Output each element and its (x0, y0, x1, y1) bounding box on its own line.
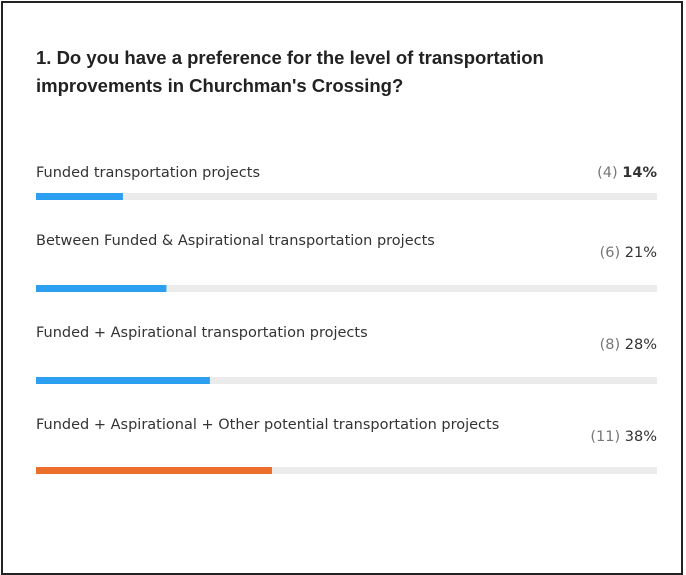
result-label: (8) 28% (600, 337, 657, 353)
option-label: Funded + Aspirational transportation pro… (36, 325, 368, 341)
bar-track (36, 193, 657, 200)
bar (36, 377, 210, 384)
percent-label: 21% (625, 245, 657, 261)
option-label: Between Funded & Aspirational transporta… (36, 233, 435, 249)
percent-label: 28% (625, 337, 657, 353)
question-title: 1. Do you have a preference for the leve… (36, 47, 544, 96)
bar (36, 285, 167, 292)
result-label: (11) 38% (590, 429, 657, 445)
bar (36, 467, 272, 474)
count-label: (4) (597, 165, 618, 181)
bar-track (36, 377, 657, 384)
percent-label: 14% (622, 165, 657, 181)
result-label: (4) 14% (597, 165, 657, 181)
count-label: (8) (600, 337, 621, 353)
percent-label: 38% (625, 429, 657, 445)
bar (36, 193, 123, 200)
bar-track (36, 467, 657, 474)
option-label: Funded + Aspirational + Other potential … (36, 417, 499, 433)
result-label: (6) 21% (600, 245, 657, 261)
count-label: (11) (590, 429, 620, 445)
bar-track (36, 285, 657, 292)
count-label: (6) (600, 245, 621, 261)
option-label: Funded transportation projects (36, 165, 260, 181)
